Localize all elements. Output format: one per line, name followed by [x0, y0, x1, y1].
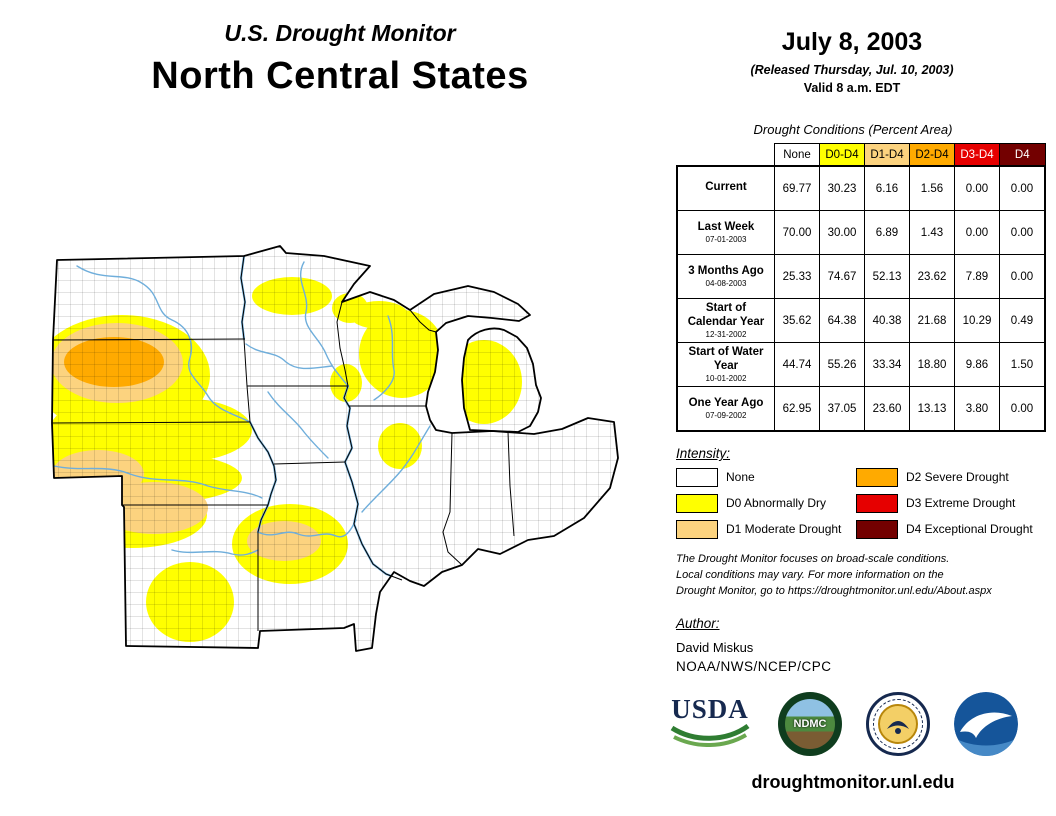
table-header-row: None D0-D4 D1-D4 D2-D4 D3-D4 D4	[677, 143, 1046, 167]
row-label: Start of Calendar Year 12-31-2002	[676, 298, 775, 343]
table-value-cell: 0.00	[999, 210, 1046, 255]
table-row-start-water-year: Start of Water Year 10-01-2002 44.74 55.2…	[676, 342, 1046, 387]
title-block: U.S. Drought Monitor North Central State…	[60, 20, 620, 98]
column-header-d3-d4: D3-D4	[954, 143, 1000, 167]
d2-swatch	[856, 467, 898, 487]
drought-monitor-url[interactable]: droughtmonitor.unl.edu	[751, 772, 955, 792]
noaa-logo	[954, 692, 1018, 756]
table-value-cell: 0.00	[954, 210, 1000, 255]
table-corner-cell	[677, 143, 775, 166]
table-value-cell: 37.05	[819, 386, 865, 432]
table-value-cell: 30.00	[819, 210, 865, 255]
logo-row: USDA NDMC	[666, 692, 1046, 756]
table-value-cell: 44.74	[774, 342, 820, 387]
d4-swatch	[856, 519, 898, 539]
usda-logo: USDA	[666, 696, 754, 752]
drought-map	[22, 220, 644, 711]
table-row-3-months-ago: 3 Months Ago 04-08-2003 25.33 74.67 52.13…	[676, 254, 1046, 299]
table-value-cell: 25.33	[774, 254, 820, 299]
table-value-cell: 0.00	[999, 165, 1046, 211]
table-value-cell: 6.16	[864, 165, 910, 211]
table-value-cell: 52.13	[864, 254, 910, 299]
table-value-cell: 6.89	[864, 210, 910, 255]
d1-swatch	[676, 519, 718, 539]
table-value-cell: 23.62	[909, 254, 955, 299]
legend-item: D0 Abnormally Dry	[676, 493, 841, 513]
table-row-last-week: Last Week 07-01-2003 70.00 30.00 6.89 1.4…	[676, 210, 1046, 255]
table-value-cell: 69.77	[774, 165, 820, 211]
row-label: 3 Months Ago 04-08-2003	[676, 254, 775, 299]
legend-item: D2 Severe Drought	[856, 467, 1033, 487]
legend-column-right: D2 Severe Drought D3 Extreme Drought D4 …	[856, 467, 1033, 546]
table-value-cell: 70.00	[774, 210, 820, 255]
column-header-d1-d4: D1-D4	[864, 143, 910, 167]
legend-item: D1 Moderate Drought	[676, 519, 841, 539]
d3-swatch	[856, 493, 898, 513]
table-value-cell: 21.68	[909, 298, 955, 343]
table-row-start-calendar-year: Start of Calendar Year 12-31-2002 35.62 6…	[676, 298, 1046, 343]
legend-column-left: None D0 Abnormally Dry D1 Moderate Droug…	[676, 467, 841, 546]
table-row-current: Current 69.77 30.23 6.16 1.56 0.00 0.00	[676, 165, 1046, 211]
row-label: One Year Ago 07-09-2002	[676, 386, 775, 432]
author-name: David Miskus	[676, 640, 754, 655]
table-value-cell: 1.43	[909, 210, 955, 255]
column-header-d2-d4: D2-D4	[909, 143, 955, 167]
released-date: (Released Thursday, Jul. 10, 2003)	[750, 63, 954, 77]
table-value-cell: 10.29	[954, 298, 1000, 343]
table-value-cell: 35.62	[774, 298, 820, 343]
county-grid-layer	[52, 246, 618, 651]
author-title: Author:	[676, 616, 720, 631]
drought-map-svg	[51, 245, 619, 652]
table-value-cell: 0.49	[999, 298, 1046, 343]
legend-title: Intensity:	[676, 446, 731, 461]
table-value-cell: 13.13	[909, 386, 955, 432]
table-value-cell: 30.23	[819, 165, 865, 211]
column-header-none: None	[774, 143, 820, 167]
row-label: Start of Water Year 10-01-2002	[676, 342, 775, 387]
table-value-cell: 64.38	[819, 298, 865, 343]
drought-conditions-table: None D0-D4 D1-D4 D2-D4 D3-D4 D4 Current …	[676, 143, 1046, 432]
table-value-cell: 7.89	[954, 254, 1000, 299]
table-value-cell: 62.95	[774, 386, 820, 432]
legend-item: D3 Extreme Drought	[856, 493, 1033, 513]
commerce-seal-logo	[866, 692, 930, 756]
table-value-cell: 74.67	[819, 254, 865, 299]
none-swatch	[676, 467, 718, 487]
disclaimer-text: The Drought Monitor focuses on broad-sca…	[676, 553, 992, 597]
report-subtitle: U.S. Drought Monitor	[224, 20, 456, 46]
table-value-cell: 1.50	[999, 342, 1046, 387]
usda-swoosh	[670, 723, 750, 747]
d0-swatch	[676, 493, 718, 513]
column-header-d4: D4	[999, 143, 1046, 167]
table-value-cell: 33.34	[864, 342, 910, 387]
date-block: July 8, 2003 (Released Thursday, Jul. 10…	[672, 28, 1032, 95]
table-value-cell: 0.00	[954, 165, 1000, 211]
row-label: Current	[676, 165, 775, 211]
author-organization: NOAA/NWS/NCEP/CPC	[676, 659, 832, 674]
region-outline-layer	[51, 245, 619, 652]
legend-item: D4 Exceptional Drought	[856, 519, 1033, 539]
table-value-cell: 9.86	[954, 342, 1000, 387]
state-borders-layer	[51, 255, 515, 631]
table-value-cell: 3.80	[954, 386, 1000, 432]
valid-time: Valid 8 a.m. EDT	[803, 81, 901, 95]
map-date: July 8, 2003	[781, 28, 923, 56]
ndmc-logo: NDMC	[778, 692, 842, 756]
table-row-one-year-ago: One Year Ago 07-09-2002 62.95 37.05 23.60…	[676, 386, 1046, 432]
table-value-cell: 55.26	[819, 342, 865, 387]
table-value-cell: 0.00	[999, 386, 1046, 432]
table-value-cell: 1.56	[909, 165, 955, 211]
table-value-cell: 23.60	[864, 386, 910, 432]
row-label: Last Week 07-01-2003	[676, 210, 775, 255]
table-title: Drought Conditions (Percent Area)	[753, 122, 953, 137]
table-value-cell: 18.80	[909, 342, 955, 387]
table-value-cell: 40.38	[864, 298, 910, 343]
page-title: North Central States	[151, 55, 529, 97]
table-value-cell: 0.00	[999, 254, 1046, 299]
column-header-d0-d4: D0-D4	[819, 143, 865, 167]
legend-item: None	[676, 467, 841, 487]
noaa-seagull-icon	[954, 692, 1018, 756]
